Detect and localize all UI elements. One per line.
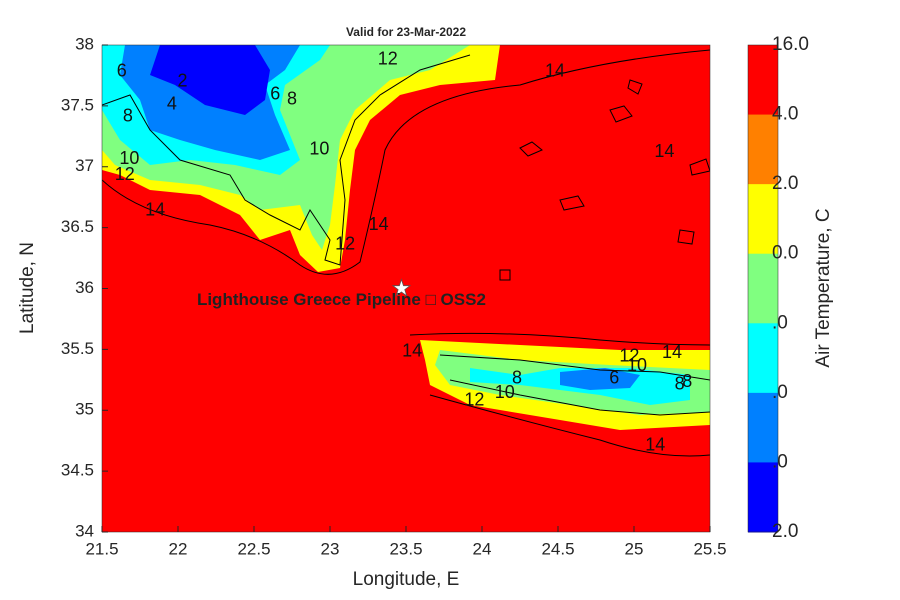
- chart-title: Valid for 23-Mar-2022: [346, 25, 466, 39]
- isotherm: [102, 49, 710, 275]
- colorbar-tick-label: 4.0: [772, 104, 798, 125]
- colorbar-band: [748, 184, 778, 255]
- colorbar-tick-label: .0: [772, 382, 788, 403]
- contour-label: 12: [619, 345, 639, 365]
- y-tick-label: 37.5: [61, 95, 94, 114]
- contour-label: 8: [123, 106, 133, 126]
- contour-label: 8: [512, 367, 522, 387]
- y-tick-label: 35: [75, 400, 94, 419]
- y-tick-label: 37: [75, 156, 94, 175]
- contour-label: 14: [402, 341, 422, 361]
- contour-label: 6: [270, 84, 280, 104]
- contour-label: 12: [378, 48, 398, 68]
- y-tick-label: 35.5: [61, 339, 94, 358]
- colorbar-tick-label: .0: [772, 312, 788, 333]
- contour-label: 10: [309, 138, 329, 158]
- colorbar-tick-label: 2.0: [772, 173, 798, 194]
- colorbar: 16.0 4.0 2.0 0.0 .0 .0 .0 2.0: [747, 34, 809, 542]
- colorbar-tick-label: 0.0: [772, 243, 798, 264]
- contour-label: 12: [464, 389, 484, 409]
- colorbar-band: [748, 45, 778, 116]
- x-tick-label: 24.5: [541, 539, 574, 558]
- x-tick-label: 25: [625, 539, 644, 558]
- contour-label: 14: [654, 141, 674, 161]
- x-tick-label: 23: [321, 539, 340, 558]
- contour-label: 8: [682, 371, 692, 391]
- contour-label: 8: [287, 89, 297, 109]
- x-tick-label: 22: [169, 539, 188, 558]
- x-tick-label: 23.5: [389, 539, 422, 558]
- contour-label: 4: [167, 93, 177, 113]
- contour-label: 12: [115, 164, 135, 184]
- contour-label: 10: [627, 355, 647, 375]
- colorbar-tick-label: 2.0: [772, 521, 798, 542]
- contour-label: 12: [335, 233, 355, 253]
- temperature-field: [102, 45, 710, 532]
- islands: [499, 79, 710, 281]
- isotherm: [409, 332, 710, 457]
- contour-label: 14: [369, 214, 389, 234]
- contour-label: 6: [609, 367, 619, 387]
- colorbar-band: [748, 114, 778, 185]
- colorbar-band: [748, 392, 778, 463]
- x-tick-label: 25.5: [693, 539, 726, 558]
- colorbar-label: Air Temperature, C: [813, 208, 834, 367]
- colorbar-tick-label: .0: [772, 451, 788, 472]
- contour-label: 14: [645, 434, 665, 454]
- contour-label: 10: [119, 148, 139, 168]
- y-tick-label: 34: [75, 521, 94, 540]
- x-tick-label: 24: [473, 539, 492, 558]
- y-tick-label: 36: [75, 278, 94, 297]
- y-tick-label: 38: [75, 34, 94, 53]
- y-tick-label: 36.5: [61, 217, 94, 236]
- contour-label: 14: [145, 199, 165, 219]
- colorbar-band: [748, 462, 778, 533]
- colorbar-band: [748, 323, 778, 394]
- contour-label: 2: [178, 70, 188, 90]
- coastline: [102, 54, 710, 416]
- y-tick-label: 34.5: [61, 461, 94, 480]
- x-tick-label: 22.5: [237, 539, 270, 558]
- x-axis-label: Longitude, E: [353, 569, 460, 590]
- x-tick-label: 21.5: [85, 539, 118, 558]
- y-axis-label: Latitude, N: [17, 242, 38, 334]
- contour-label: 14: [662, 342, 682, 362]
- site-label: Lighthouse Greece Pipeline □ OSS2: [197, 290, 486, 309]
- colorbar-band: [748, 253, 778, 324]
- contour-label: 14: [545, 61, 565, 81]
- crete-light-blue: [560, 368, 640, 390]
- contour-label: 10: [495, 382, 515, 402]
- colorbar-tick-label: 16.0: [772, 34, 809, 55]
- contour-label: 8: [675, 373, 685, 393]
- band-blue: [150, 45, 270, 115]
- site-marker: [391, 278, 412, 297]
- colorbar-frame: [747, 44, 779, 533]
- contour-label: 6: [117, 61, 127, 81]
